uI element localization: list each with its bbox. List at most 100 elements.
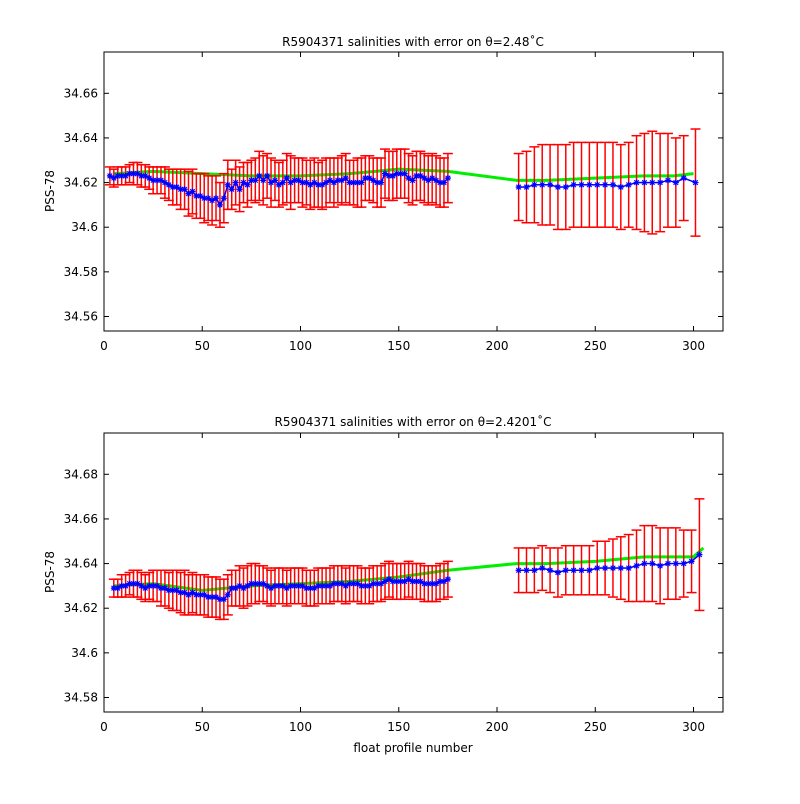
marker-stroke (641, 179, 648, 186)
x-tick-label: 50 (195, 720, 210, 734)
marker-stroke (547, 182, 553, 188)
marker-stroke (272, 583, 278, 589)
marker-stroke (401, 578, 408, 585)
marker-stroke (225, 182, 231, 188)
calibrated-salinity-point (409, 578, 416, 585)
marker-stroke (272, 177, 278, 184)
marker-stroke (366, 583, 372, 589)
marker-stroke (201, 195, 207, 201)
calibrated-salinity-point (389, 172, 396, 179)
y-tick-label: 34.58 (64, 265, 98, 279)
calibrated-salinity-point (523, 184, 530, 191)
calibrated-salinity-point (617, 184, 624, 191)
calibrated-salinity-point (177, 186, 184, 193)
marker-stroke (146, 583, 152, 589)
marker-stroke (197, 592, 203, 598)
marker-stroke (268, 179, 274, 186)
marker-stroke (515, 184, 522, 190)
marker-stroke (401, 170, 408, 177)
marker-stroke (413, 173, 420, 179)
calibrated-salinity-point (539, 565, 546, 572)
marker-stroke (130, 580, 137, 587)
marker-stroke (610, 565, 616, 571)
marker-stroke (287, 179, 294, 186)
calibrated-salinity-point (197, 192, 204, 199)
calibrated-salinity-point (444, 576, 451, 583)
marker-stroke (343, 175, 349, 181)
marker-stroke (539, 182, 545, 188)
marker-stroke (425, 580, 431, 587)
marker-stroke (346, 580, 353, 587)
calibrated-salinity-point (252, 177, 259, 184)
calibrated-salinity-point (433, 177, 440, 184)
marker-stroke (382, 170, 388, 177)
calibrated-salinity-point (279, 179, 286, 186)
marker-stroke (193, 193, 200, 199)
calibrated-salinity-point (181, 589, 188, 596)
calibrated-salinity-point (330, 179, 337, 186)
marker-stroke (625, 565, 632, 571)
chart-title: R5904371 salinities with error on θ=2.42… (275, 414, 552, 429)
marker-stroke (343, 583, 349, 589)
marker-stroke (236, 186, 243, 192)
marker-stroke (586, 182, 593, 188)
marker-stroke (673, 179, 679, 186)
marker-stroke (405, 175, 412, 181)
calibrated-salinity-point (554, 569, 561, 576)
marker-stroke (327, 177, 333, 184)
marker-stroke (378, 179, 384, 186)
marker-stroke (240, 585, 247, 591)
calibrated-salinity-point (295, 582, 302, 589)
marker-stroke (162, 179, 168, 186)
calibrated-salinity-point (165, 587, 172, 594)
marker-stroke (417, 578, 424, 585)
marker-stroke (358, 583, 365, 589)
marker-stroke (441, 179, 447, 186)
marker-stroke (307, 182, 314, 188)
calibrated-salinity-point (216, 201, 223, 208)
marker-stroke (166, 587, 172, 594)
calibrated-salinity-point (236, 186, 243, 193)
marker-stroke (256, 580, 262, 587)
chart-title: R5904371 salinities with error on θ=2.48… (282, 34, 544, 49)
marker-stroke (398, 578, 404, 585)
calibrated-salinity-point (378, 580, 385, 587)
calibrated-salinity-point (110, 585, 117, 592)
marker-stroke (248, 580, 255, 587)
calibrated-salinity-point (570, 181, 577, 188)
marker-stroke (174, 184, 180, 190)
marker-stroke (555, 569, 561, 576)
calibrated-salinity-point (358, 179, 365, 186)
marker-stroke (295, 177, 302, 184)
calibrated-salinity-point (696, 551, 703, 558)
calibrated-salinity-point (114, 172, 121, 179)
marker-stroke (134, 580, 141, 587)
marker-stroke (578, 567, 585, 573)
calibrated-salinity-point (146, 175, 153, 182)
marker-stroke (126, 170, 133, 177)
calibrated-salinity-point (617, 565, 624, 572)
calibrated-salinity-point (264, 172, 271, 179)
calibrated-salinity-point (641, 179, 648, 186)
calibrated-salinity-point (594, 565, 601, 572)
marker-stroke (374, 179, 380, 186)
marker-stroke (346, 179, 353, 186)
calibrated-salinity-point (692, 179, 699, 186)
marker-stroke (602, 182, 608, 188)
marker-stroke (244, 182, 251, 188)
marker-stroke (244, 583, 251, 589)
marker-stroke (174, 587, 180, 594)
marker-stroke (339, 580, 345, 587)
axes-box (103, 432, 724, 713)
marker-stroke (555, 184, 561, 190)
marker-stroke (335, 177, 341, 184)
marker-stroke (323, 179, 329, 186)
calibrated-salinity-point (319, 582, 326, 589)
marker-stroke (429, 580, 435, 587)
marker-stroke (315, 182, 321, 188)
marker-stroke (193, 592, 200, 598)
x-tick-label: 200 (486, 720, 509, 734)
calibrated-salinity-point (405, 576, 412, 583)
marker-stroke (350, 179, 357, 186)
